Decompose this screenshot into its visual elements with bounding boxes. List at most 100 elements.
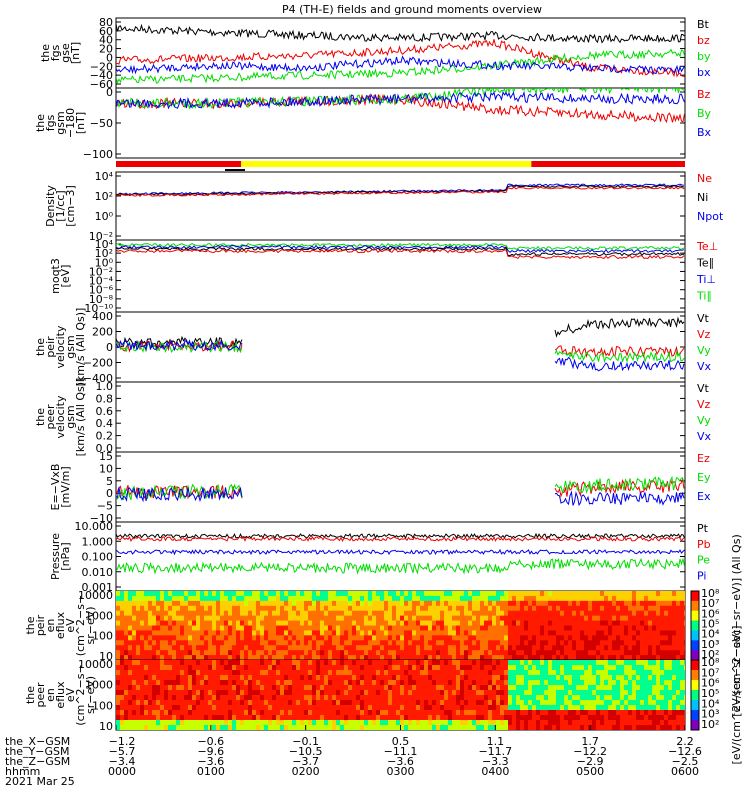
spectrogram-cell (620, 635, 624, 641)
spectrogram-cell (244, 680, 248, 686)
spectrogram-cell (132, 650, 136, 656)
spectrogram-cell (520, 655, 524, 660)
spectrogram-cell (128, 610, 132, 617)
spectrogram-cell (316, 720, 320, 726)
spectrogram-cell (172, 690, 176, 696)
spectrogram-cell (512, 650, 516, 656)
spectrogram-cell (644, 595, 648, 602)
spectrogram-cell (620, 675, 624, 681)
spectrogram-cell (272, 655, 276, 660)
spectrogram-cell (364, 630, 368, 636)
spectrogram-cell (516, 655, 520, 660)
spectrogram-cell (432, 591, 436, 597)
spectrogram-cell (224, 675, 228, 681)
spectrogram-cell (600, 680, 604, 686)
spectrogram-cell (632, 665, 636, 671)
spectrogram-cell (356, 591, 360, 597)
spectrogram-cell (432, 705, 436, 711)
spectrogram-cell (412, 620, 416, 626)
spectrogram-cell (356, 635, 360, 641)
spectrogram-cell (508, 610, 512, 617)
x-tick-label: 0500 (576, 765, 604, 778)
spectrogram-cell (580, 680, 584, 686)
y-tick-label: −40 (90, 69, 113, 82)
spectrogram-cell (656, 620, 660, 626)
spectrogram-cell (388, 660, 392, 666)
spectrogram-cell (220, 645, 224, 651)
spectrogram-cell (620, 710, 624, 716)
spectrogram-cell (684, 690, 685, 696)
spectrogram-cell (236, 595, 240, 602)
spectrogram-cell (484, 610, 488, 617)
spectrogram-cell (500, 635, 504, 641)
spectrogram-cell (564, 645, 568, 651)
spectrogram-cell (652, 625, 656, 631)
spectrogram-cell (220, 690, 224, 696)
spectrogram-cell (232, 605, 236, 612)
spectrogram-cell (300, 591, 304, 597)
spectrogram-cell (184, 685, 188, 691)
spectrogram-cell (528, 725, 532, 730)
spectrogram-cell (148, 695, 152, 701)
spectrogram-cell (264, 655, 268, 660)
spectrogram-cell (144, 720, 148, 726)
spectrogram-cell (616, 685, 620, 691)
spectrogram-cell (116, 700, 120, 706)
spectrogram-cell (272, 680, 276, 686)
series-by (116, 48, 685, 84)
spectrogram-cell (528, 715, 532, 721)
spectrogram-cell (672, 620, 676, 626)
spectrogram-cell (484, 615, 488, 622)
spectrogram-cell (188, 605, 192, 612)
spectrogram-cell (280, 675, 284, 681)
spectrogram-cell (684, 695, 685, 701)
spectrogram-cell (172, 680, 176, 686)
spectrogram-cell (296, 690, 300, 696)
spectrogram-cell (236, 660, 240, 666)
spectrogram-cell (504, 710, 508, 716)
spectrogram-cell (532, 715, 536, 721)
spectrogram-cell (660, 700, 664, 706)
spectrogram-cell (552, 665, 556, 671)
spectrogram-cell (668, 705, 672, 711)
spectrogram-cell (596, 620, 600, 626)
spectrogram-cell (580, 685, 584, 691)
spectrogram-cell (524, 670, 528, 676)
spectrogram-cell (600, 615, 604, 622)
spectrogram-cell (556, 635, 560, 641)
spectrogram-cell (396, 665, 400, 671)
spectrogram-cell (292, 660, 296, 666)
spectrogram-cell (328, 591, 332, 597)
spectrogram-cell (228, 635, 232, 641)
spectrogram-cell (356, 630, 360, 636)
spectrogram-cell (472, 600, 476, 607)
spectrogram-cell (432, 710, 436, 716)
spectrogram-cell (244, 705, 248, 711)
spectrogram-cell (532, 665, 536, 671)
spectrogram-cell (360, 615, 364, 622)
spectrogram-cell (452, 595, 456, 602)
spectrogram-cell (544, 715, 548, 721)
spectrogram-cell (548, 615, 552, 622)
spectrogram-cell (564, 595, 568, 602)
spectrogram-cell (388, 591, 392, 597)
spectrogram-cell (180, 600, 184, 607)
spectrogram-cell (332, 650, 336, 656)
spectrogram-cell (600, 640, 604, 646)
spectrogram-cell (368, 595, 372, 602)
spectrogram-cell (644, 640, 648, 646)
spectrogram-cell (384, 615, 388, 622)
spectrogram-cell (132, 655, 136, 660)
spectrogram-cell (500, 690, 504, 696)
spectrogram-cell (344, 630, 348, 636)
spectrogram-cell (436, 650, 440, 656)
mode-bar-segment (116, 161, 242, 167)
spectrogram-cell (596, 710, 600, 716)
spectrogram-cell (224, 710, 228, 716)
spectrogram-cell (428, 655, 432, 660)
spectrogram-cell (532, 705, 536, 711)
spectrogram-cell (296, 680, 300, 686)
spectrogram-cell (596, 720, 600, 726)
spectrogram-cell (660, 685, 664, 691)
spectrogram-cell (484, 700, 488, 706)
